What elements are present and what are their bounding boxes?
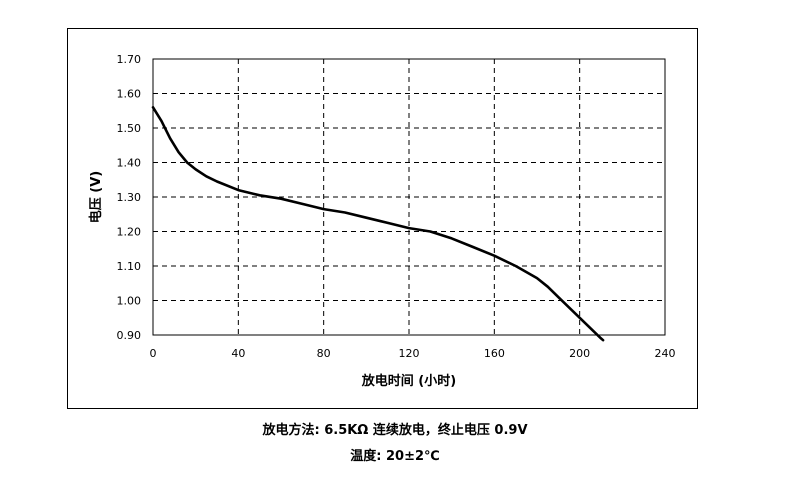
y-tick-labels: 0.90 1.00 1.10 1.20 1.30 1.40 1.50 1.60 1.70 (117, 53, 142, 342)
x-tick-label: 0 (150, 347, 157, 360)
x-tick-label: 80 (317, 347, 331, 360)
chart-frame (67, 28, 698, 409)
y-tick-label: 1.20 (117, 226, 142, 239)
x-tick-label: 200 (569, 347, 590, 360)
y-tick-label: 1.30 (117, 191, 142, 204)
y-axis-label: 电压 (V) (88, 171, 104, 223)
plot-area (152, 58, 666, 336)
x-tick-label: 160 (484, 347, 505, 360)
series-line (151, 106, 605, 342)
y-tick-label: 1.00 (117, 295, 142, 308)
y-tick-label: 1.50 (117, 122, 142, 135)
y-tick-label: 1.70 (117, 53, 142, 66)
grid-lines (153, 59, 665, 335)
y-tick-label: 1.40 (117, 157, 142, 170)
x-axis-label: 放电时间 (小时) (361, 373, 456, 389)
x-tick-labels: 0 40 80 120 160 200 240 (150, 347, 676, 360)
y-tick-label: 1.60 (117, 88, 142, 101)
y-tick-label: 1.10 (117, 260, 142, 273)
temperature-caption: 温度: 20±2℃ (350, 449, 440, 464)
x-tick-label: 40 (231, 347, 245, 360)
x-tick-label: 240 (655, 347, 676, 360)
discharge-method-caption: 放电方法: 6.5KΩ 连续放电，终止电压 0.9V (262, 423, 528, 438)
y-tick-label: 0.90 (117, 329, 142, 342)
x-tick-label: 120 (399, 347, 420, 360)
